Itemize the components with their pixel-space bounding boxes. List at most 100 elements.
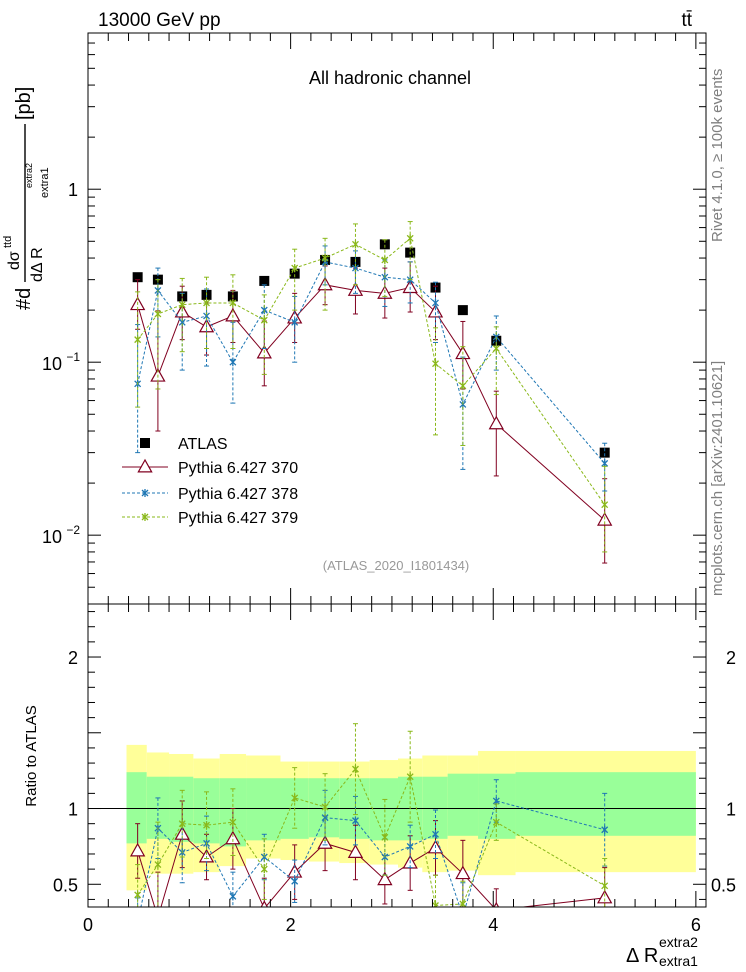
y-tick-label: 1 (68, 180, 78, 200)
ratio-y-tick-label-right: 0.5 (711, 875, 736, 895)
ratio-point (352, 816, 359, 825)
ratio-point (601, 825, 609, 834)
main-ylabel-top-sup: ttd (2, 236, 14, 248)
ratio-point (406, 772, 414, 781)
series-point (229, 298, 237, 307)
legend-label: Pythia 6.427 378 (178, 486, 298, 503)
series-point (492, 344, 500, 353)
ratio-point (135, 918, 141, 926)
legend-label: ATLAS (178, 436, 228, 453)
ratio-point (377, 871, 393, 886)
ratio-point (460, 912, 466, 920)
ratio-y-tick-label-right: 2 (726, 648, 736, 668)
legend-marker (141, 513, 149, 521)
atlas-point (289, 268, 300, 279)
legend-marker (141, 489, 149, 497)
ratio-point (492, 818, 500, 827)
series-point (488, 415, 504, 430)
ratio-band-1sigma (369, 778, 399, 841)
ratio-point (260, 865, 268, 874)
ratio-point (291, 877, 299, 886)
series-point (427, 303, 444, 318)
ratio-point (154, 860, 162, 869)
ratio-band-1sigma (422, 776, 448, 839)
series-point (134, 335, 142, 344)
series-point (178, 300, 186, 309)
ratio-point (321, 803, 329, 812)
x-axis-label: Δ R (626, 945, 658, 967)
series-point (459, 381, 467, 390)
ratio-point (129, 842, 146, 857)
series-point (321, 254, 329, 263)
ratio-point (493, 901, 500, 907)
y-tick-label: 10 (42, 527, 62, 547)
ratio-point (151, 911, 164, 923)
ratio-point (178, 819, 186, 828)
axes-layer: 10 −2 10 −1 1 0.5 0.5 1 1 2 2 0 2 4 6 ATLAS Pythia 6.427… (42, 32, 736, 935)
main-ylabel-bottom-sup: extra2 (24, 163, 34, 188)
ratio-point (455, 865, 471, 880)
series-point (352, 240, 359, 249)
legend-marker (137, 458, 153, 473)
series-point (406, 234, 414, 243)
ratio-point (229, 892, 237, 901)
ratio-point (352, 765, 359, 774)
series-point (347, 282, 364, 296)
ratio-point (432, 901, 439, 907)
atlas-point (132, 272, 143, 283)
ratio-y-tick-label: 0.5 (53, 875, 78, 895)
y-tick-label-exp: −1 (66, 350, 80, 364)
ratio-point (406, 842, 414, 851)
legend-marker-atlas (140, 438, 150, 448)
ratio-point (229, 818, 237, 827)
atlas-point (457, 305, 468, 316)
ratio-point (381, 833, 389, 842)
ratio-plot-area (129, 723, 613, 926)
series-point (381, 255, 389, 264)
series-line-1 (137, 284, 606, 521)
main-ylabel: #d dσ ttd dΔ R extra1 extra2 [pb] (2, 87, 51, 310)
atlas-point (599, 447, 610, 458)
ratio-point (260, 900, 269, 907)
ratio-point (601, 881, 609, 890)
ratio-band-1sigma (515, 772, 696, 836)
ratio-frame (87, 603, 707, 908)
ratio-y-tick-label-right: 1 (726, 800, 736, 820)
ratio-band-1sigma (447, 773, 479, 836)
ratio-y-tick-label: 2 (68, 648, 78, 668)
atlas-point (379, 239, 390, 250)
main-ylabel-top: dσ (6, 251, 23, 270)
side-label-bottom: mcplots.cern.ch [arXiv:2401.10621] (709, 361, 726, 596)
ratio-ylabel: Ratio to ATLAS (23, 705, 40, 806)
ratio-point (291, 793, 299, 802)
x-tick-label: 2 (286, 915, 296, 935)
legend-label: Pythia 6.427 379 (178, 510, 298, 527)
x-axis-label-sub: extra1 (659, 953, 698, 969)
series-point (154, 309, 162, 318)
plot-layer (129, 221, 613, 926)
x-axis-label-sup: extra2 (659, 934, 698, 950)
y-tick-label: 10 (42, 354, 62, 374)
series-point (432, 359, 439, 368)
series-point (229, 358, 237, 367)
series-point (291, 318, 299, 327)
series-point (601, 500, 609, 509)
legend-label: Pythia 6.427 370 (178, 460, 298, 477)
header-left: 13000 GeV pp (98, 10, 221, 31)
ratio-point (597, 889, 613, 904)
side-label-top: Rivet 4.1.0, ≥ 100k events (709, 69, 726, 242)
atlas-point (259, 275, 270, 286)
main-ylabel-bottom-sub: extra1 (39, 167, 51, 198)
main-plot-area (129, 221, 613, 564)
series-point (260, 316, 268, 325)
ratio-y-tick-label: 1 (68, 800, 78, 820)
ratio-point (432, 830, 439, 839)
series-point (432, 298, 439, 307)
chart-watermark: (ATLAS_2020_I1801434) (323, 558, 469, 573)
main-ylabel-bottom: dΔ R (29, 247, 46, 282)
chart-title: All hadronic channel (309, 68, 471, 88)
ratio-point (225, 830, 241, 845)
series-point (203, 298, 210, 307)
series-point (291, 264, 299, 273)
